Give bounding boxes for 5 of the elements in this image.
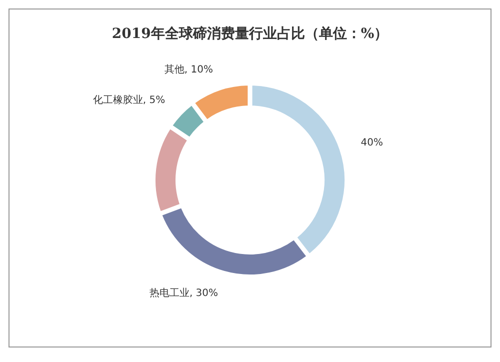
data-label: 化工橡胶业, 5%: [92, 94, 166, 106]
data-label: 其他, 10%: [164, 64, 214, 76]
chart-title: 2019年全球碲消费量行业占比（单位：%）: [112, 25, 388, 42]
data-label: 40%: [360, 138, 383, 149]
data-label: 热电工业, 30%: [149, 287, 218, 300]
